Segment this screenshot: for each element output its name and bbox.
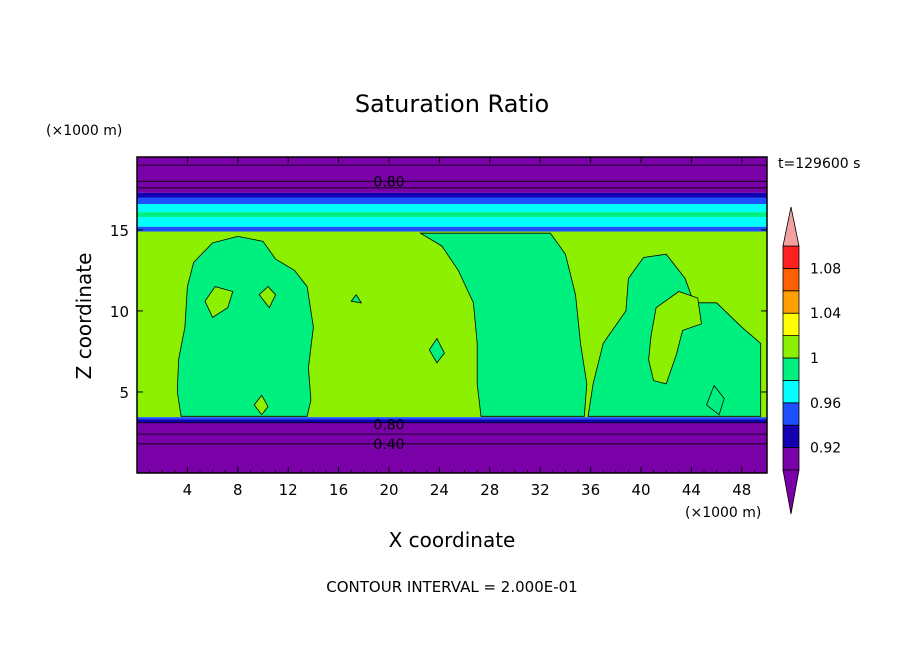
field-band-1 xyxy=(137,419,767,423)
colorbar-box-7 xyxy=(782,290,800,314)
x-tick-label-8: 36 xyxy=(581,481,600,499)
field-band-7 xyxy=(137,203,767,213)
colorbar-label-1: 0.96 xyxy=(810,396,841,412)
x-tick-label-2: 12 xyxy=(279,481,298,499)
field-band-6 xyxy=(137,212,767,217)
field-region-inner-1 xyxy=(648,291,702,385)
field-band-9 xyxy=(137,192,767,198)
z-tick-label-0: 5 xyxy=(119,384,129,402)
field-region-blob-3 xyxy=(253,394,269,416)
x-units-label: (×1000 m) xyxy=(685,505,761,521)
colorbar-label-2: 1 xyxy=(810,351,819,367)
field-region-blob-6 xyxy=(706,384,725,416)
y-axis-label: Z coordinate xyxy=(72,253,96,380)
contour-interval-note: CONTOUR INTERVAL = 2.000E-01 xyxy=(326,578,577,596)
colorbar-label-3: 1.04 xyxy=(810,306,841,322)
colorbar: 0.92 0.96 1 1.04 1.08 xyxy=(782,206,841,515)
field-band-5 xyxy=(137,216,767,227)
colorbar-box-5 xyxy=(782,335,800,359)
x-tick-label-0: 4 xyxy=(183,481,193,499)
chart-title: Saturation Ratio xyxy=(355,90,549,118)
x-tick-label-5: 24 xyxy=(430,481,449,499)
field-band-4 xyxy=(137,226,767,232)
contour-label-0: 0.80 xyxy=(373,174,404,190)
field-region-blob-4 xyxy=(428,337,445,364)
field-layers: 0.80 0.80 0.40 xyxy=(137,157,767,473)
colorbar-over-arrow xyxy=(782,206,800,247)
time-label: t=129600 s xyxy=(778,156,860,172)
colorbar-box-1 xyxy=(782,424,800,449)
contour-label-1: 0.80 xyxy=(373,417,404,433)
colorbar-box-0 xyxy=(782,447,800,471)
z-units-label: (×1000 m) xyxy=(46,123,122,139)
colorbar-box-9 xyxy=(782,245,800,269)
field-region-plume-2 xyxy=(419,232,588,417)
x-tick-label-3: 16 xyxy=(329,481,348,499)
x-tick-label-7: 32 xyxy=(531,481,550,499)
x-tick-label-10: 44 xyxy=(682,481,701,499)
field-band-10 xyxy=(137,157,767,193)
field-band-2 xyxy=(137,417,767,420)
colorbar-box-2 xyxy=(782,402,800,426)
z-tick-label-2: 15 xyxy=(110,222,129,240)
x-axis-label: X coordinate xyxy=(389,528,516,552)
colorbar-label-4: 1.08 xyxy=(810,261,841,277)
x-tick-label-1: 8 xyxy=(233,481,243,499)
colorbar-box-3 xyxy=(782,379,800,404)
field-band-8 xyxy=(137,197,767,204)
x-tick-label-6: 28 xyxy=(480,481,499,499)
field-region-plume-1 xyxy=(176,235,314,417)
field-region-blob-5 xyxy=(350,294,363,304)
field-band-0 xyxy=(137,422,767,473)
colorbar-box-6 xyxy=(782,312,800,337)
x-tick-label-4: 20 xyxy=(379,481,398,499)
field-region-blob-1 xyxy=(204,286,234,318)
colorbar-box-8 xyxy=(782,267,800,292)
x-tick-label-11: 48 xyxy=(732,481,751,499)
contour-label-2: 0.40 xyxy=(373,437,404,453)
field-region-blob-2 xyxy=(258,286,277,309)
x-tick-label-9: 40 xyxy=(631,481,650,499)
colorbar-under-arrow xyxy=(782,469,800,515)
colorbar-label-0: 0.92 xyxy=(810,441,841,457)
colorbar-box-4 xyxy=(782,357,800,381)
z-tick-label-1: 10 xyxy=(110,303,129,321)
